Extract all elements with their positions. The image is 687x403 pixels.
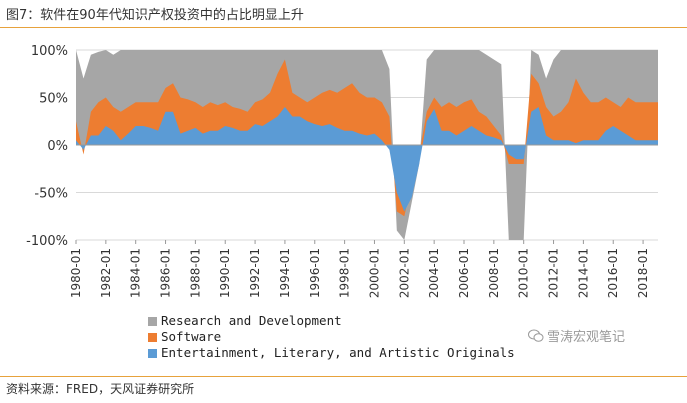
source-rule [0, 376, 687, 377]
legend-swatch-rd [148, 316, 157, 326]
legend-swatch-software [148, 332, 157, 342]
x-tick-label: 2012-01 [547, 248, 561, 298]
x-tick-label: 1980-01 [69, 248, 83, 298]
x-tick-label: 1996-01 [308, 248, 322, 298]
chart-legend: Research and Development Software Entert… [148, 313, 515, 361]
x-tick-label: 1998-01 [338, 248, 352, 298]
y-axis-ticks: 100% 50% 0% -50% -100% [26, 44, 68, 249]
x-tick-label: 1990-01 [218, 248, 232, 298]
x-tick-label: 2000-01 [367, 248, 381, 298]
legend-item-rd: Research and Development [148, 313, 515, 329]
x-tick-label: 2010-01 [517, 248, 531, 298]
title-rule [0, 27, 687, 28]
y-tick-label: -50% [34, 187, 68, 202]
y-tick-label: 50% [39, 92, 68, 107]
x-tick-label: 2018-01 [636, 248, 650, 298]
x-tick-label: 2004-01 [427, 248, 441, 298]
x-tick-label: 1984-01 [129, 248, 143, 298]
watermark-text: 雪涛宏观笔记 [547, 330, 626, 345]
x-tick-label: 2008-01 [487, 248, 501, 298]
source-note: 资料来源：FRED，天风证券研究所 [6, 382, 195, 396]
stacked-area-chart: 100% 50% 0% -50% -100% 1980-01 1982-01 1984-01… [26, 44, 658, 298]
x-tick-label: 1992-01 [248, 248, 262, 298]
legend-label-rd: Research and Development [161, 313, 342, 328]
y-tick-label: -100% [26, 234, 68, 249]
figure-title: 图7：软件在90年代知识产权投资中的占比明显上升 [6, 8, 304, 23]
x-tick-label: 1994-01 [278, 248, 292, 298]
x-tick-label: 1986-01 [159, 248, 173, 298]
legend-label-software: Software [161, 329, 222, 344]
legend-item-software: Software [148, 329, 515, 345]
x-axis-ticks: 1980-01 1982-01 1984-01 1986-01 1988-01 1990-… [69, 240, 650, 298]
legend-label-entertainment: Entertainment, Literary, and Artistic Or… [161, 345, 515, 360]
x-tick-label: 1982-01 [99, 248, 113, 298]
x-tick-label: 2002-01 [397, 248, 411, 298]
legend-swatch-entertainment [148, 348, 157, 358]
area-ent [76, 107, 658, 212]
x-tick-label: 1988-01 [188, 248, 202, 298]
legend-item-entertainment: Entertainment, Literary, and Artistic Or… [148, 345, 515, 361]
watermark: 雪涛宏观笔记 [528, 326, 625, 345]
x-tick-label: 2016-01 [606, 248, 620, 298]
x-tick-label: 2006-01 [457, 248, 471, 298]
wechat-icon [528, 329, 544, 342]
x-tick-label: 2014-01 [576, 248, 590, 298]
y-tick-label: 0% [47, 139, 68, 154]
y-tick-label: 100% [31, 44, 68, 59]
